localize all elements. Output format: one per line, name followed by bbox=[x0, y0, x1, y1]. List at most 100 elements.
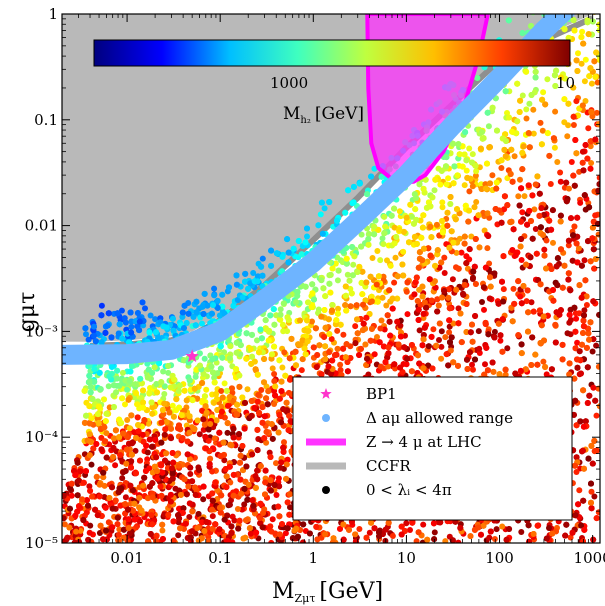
scatter-point bbox=[273, 460, 279, 467]
scatter-point bbox=[441, 270, 448, 276]
scatter-point bbox=[431, 529, 438, 536]
scatter-point bbox=[577, 199, 584, 206]
scatter-point bbox=[519, 92, 526, 99]
scatter-point bbox=[480, 209, 487, 216]
scatter-point bbox=[203, 386, 210, 393]
scatter-point bbox=[511, 153, 518, 160]
scatter-point bbox=[244, 386, 251, 393]
scatter-point bbox=[391, 224, 398, 231]
scatter-point bbox=[595, 231, 600, 238]
scatter-point bbox=[540, 358, 547, 365]
scatter-point bbox=[588, 488, 595, 495]
scatter-point bbox=[229, 539, 236, 543]
scatter-point bbox=[241, 501, 248, 508]
scatter-point bbox=[407, 527, 413, 533]
scatter-point bbox=[532, 226, 539, 232]
scatter-point bbox=[573, 315, 580, 322]
scatter-point bbox=[588, 160, 595, 166]
scatter-point bbox=[221, 380, 228, 387]
scatter-point bbox=[439, 204, 446, 211]
scatter-point bbox=[62, 521, 68, 528]
scatter-point bbox=[504, 110, 510, 116]
scatter-point bbox=[489, 172, 496, 179]
scatter-point bbox=[281, 439, 287, 446]
scatter-point bbox=[438, 328, 445, 335]
scatter-point bbox=[590, 0, 596, 4]
scatter-point bbox=[482, 361, 488, 368]
scatter-point bbox=[124, 417, 131, 423]
scatter-point bbox=[196, 431, 203, 438]
scatter-point bbox=[442, 538, 449, 543]
scatter-point bbox=[439, 199, 446, 206]
scatter-point bbox=[588, 80, 595, 87]
scatter-point bbox=[298, 367, 305, 374]
scatter-point bbox=[374, 248, 381, 254]
scatter-point bbox=[389, 533, 396, 539]
scatter-point bbox=[309, 318, 315, 325]
scatter-point bbox=[584, 0, 590, 1]
scatter-point bbox=[431, 187, 438, 194]
scatter-point bbox=[574, 0, 580, 2]
scatter-point bbox=[570, 122, 577, 128]
scatter-point bbox=[596, 403, 600, 410]
scatter-point bbox=[103, 430, 110, 437]
scatter-point bbox=[96, 530, 103, 536]
ccfr-excluded-region bbox=[62, 14, 593, 342]
scatter-point bbox=[169, 402, 176, 409]
scatter-point bbox=[430, 326, 437, 333]
scatter-point bbox=[121, 315, 128, 322]
scatter-point bbox=[132, 447, 139, 454]
scatter-point bbox=[304, 233, 310, 240]
scatter-point bbox=[518, 257, 525, 263]
scatter-point bbox=[118, 307, 125, 314]
scatter-point bbox=[377, 257, 384, 264]
scatter-point bbox=[420, 521, 427, 528]
scatter-point bbox=[581, 307, 588, 314]
scatter-point bbox=[497, 337, 504, 344]
scatter-point bbox=[403, 520, 410, 527]
scatter-point bbox=[499, 523, 506, 530]
scatter-point bbox=[87, 522, 94, 529]
scatter-point bbox=[384, 257, 390, 264]
scatter-point bbox=[568, 159, 575, 165]
scatter-point bbox=[145, 420, 152, 427]
scatter-point bbox=[387, 262, 394, 269]
scatter-point bbox=[282, 530, 289, 537]
scatter-point bbox=[587, 143, 594, 150]
scatter-point bbox=[380, 241, 387, 248]
scatter-point bbox=[374, 334, 380, 340]
scatter-point bbox=[593, 342, 600, 349]
scatter-point bbox=[105, 519, 112, 526]
scatter-point bbox=[543, 371, 550, 378]
scatter-point bbox=[86, 483, 93, 490]
scatter-point bbox=[438, 343, 445, 350]
scatter-point bbox=[590, 0, 596, 4]
scatter-point bbox=[469, 183, 476, 190]
scatter-point bbox=[201, 355, 208, 362]
scatter-point bbox=[491, 328, 498, 335]
scatter-point bbox=[557, 169, 564, 176]
scatter-point bbox=[476, 345, 483, 352]
scatter-point bbox=[469, 276, 476, 282]
scatter-point bbox=[521, 193, 528, 200]
scatter-point bbox=[227, 479, 234, 486]
scatter-point bbox=[379, 294, 386, 301]
scatter-point bbox=[263, 439, 270, 446]
scatter-point bbox=[337, 361, 344, 368]
scatter-point bbox=[436, 337, 442, 343]
scatter-point bbox=[352, 323, 359, 330]
scatter-point bbox=[595, 363, 600, 370]
scatter-point bbox=[574, 0, 580, 2]
scatter-point bbox=[392, 254, 399, 261]
scatter-point bbox=[116, 526, 123, 533]
scatter-point bbox=[165, 369, 172, 376]
scatter-point bbox=[68, 492, 75, 499]
scatter-point bbox=[463, 167, 470, 174]
scatter-point bbox=[548, 2, 554, 8]
scatter-point bbox=[445, 175, 452, 182]
scatter-point bbox=[564, 133, 571, 140]
scatter-point bbox=[583, 302, 590, 308]
scatter-point bbox=[582, 98, 589, 104]
scatter-point bbox=[566, 185, 572, 192]
